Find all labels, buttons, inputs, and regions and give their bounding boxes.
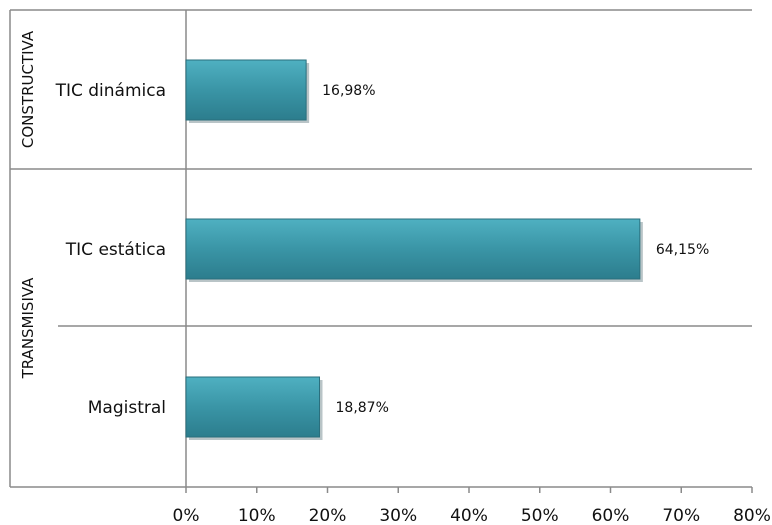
x-tick-label: 50% [521, 506, 559, 525]
bars-layer [185, 59, 643, 440]
x-tick-label: 0% [173, 506, 200, 525]
x-tick-label: 80% [733, 506, 771, 525]
group-label: CONSTRUCTIVA [19, 30, 37, 148]
category-label: Magistral [88, 398, 166, 418]
x-tick-label: 10% [238, 506, 276, 525]
x-tick-label: 60% [592, 506, 630, 525]
x-tick-label: 70% [662, 506, 700, 525]
bar [185, 218, 641, 280]
group-label: TRANSMISIVA [19, 277, 37, 380]
category-label: TIC dinámica [55, 81, 166, 101]
data-label: 18,87% [336, 400, 389, 416]
bar [185, 376, 321, 438]
x-tick-label: 20% [309, 506, 347, 525]
labels-layer: 0% 10% 20% 30% 40% 50% 60% 70% 80% TIC dinámica 16… [19, 30, 771, 525]
bar [185, 59, 307, 121]
x-tick-label: 30% [379, 506, 417, 525]
data-label: 64,15% [656, 242, 709, 258]
x-tick-label: 40% [450, 506, 488, 525]
category-label: TIC estática [65, 240, 166, 260]
data-label: 16,98% [322, 83, 375, 99]
